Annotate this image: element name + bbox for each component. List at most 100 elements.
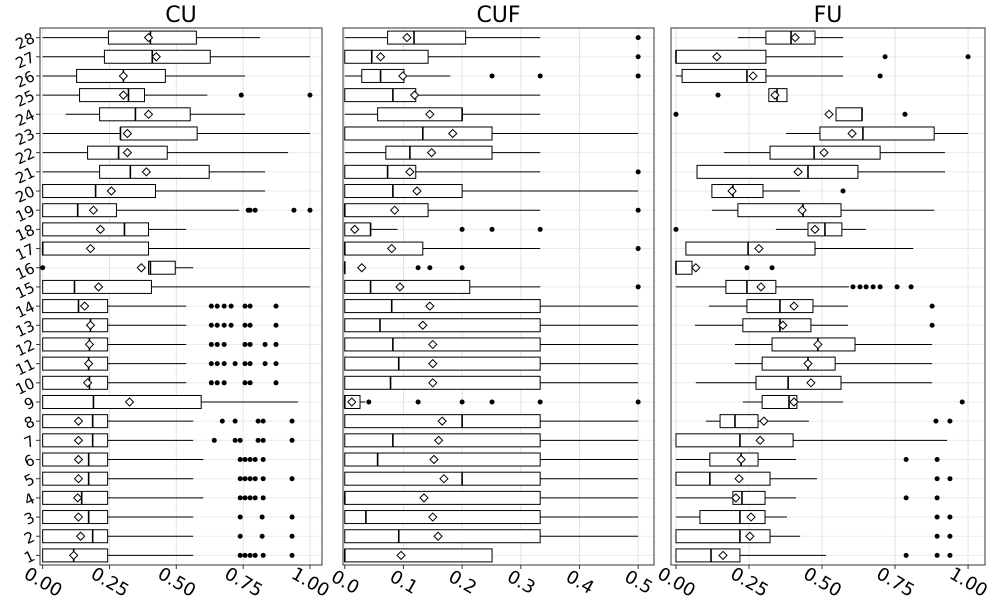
outlier (252, 476, 258, 482)
box (344, 337, 541, 352)
outlier (769, 265, 775, 271)
outlier (947, 533, 953, 539)
mean-marker (428, 358, 438, 369)
mean-marker (759, 416, 769, 426)
box (344, 203, 429, 218)
mean-marker (389, 205, 400, 215)
mean-marker (73, 435, 84, 446)
mean-marker (122, 128, 133, 139)
mean-marker (426, 147, 437, 158)
mean-marker (789, 301, 799, 311)
mean-marker (68, 550, 79, 561)
outlier (247, 495, 253, 501)
outlier (242, 552, 248, 558)
outlier (262, 361, 268, 367)
outlier (221, 341, 227, 347)
mean-marker (448, 128, 458, 139)
mean-marker (778, 320, 788, 330)
mean-marker (118, 90, 129, 100)
outlier (219, 418, 225, 424)
outlier (208, 380, 214, 386)
y-tick-label: 15 (13, 278, 38, 302)
outlier (40, 265, 46, 271)
mean-marker (797, 205, 807, 215)
y-tick-label: 21 (13, 163, 38, 187)
outlier (242, 476, 248, 482)
y-tick-label: 11 (13, 355, 38, 379)
mean-marker (347, 397, 357, 407)
outlier (459, 226, 465, 232)
outlier (459, 399, 465, 405)
box (42, 529, 109, 544)
outlier (635, 284, 641, 290)
mean-marker (425, 301, 435, 311)
outlier (635, 54, 641, 60)
outlier (242, 495, 248, 501)
mean-marker (425, 109, 435, 120)
outlier (934, 552, 940, 558)
x-tick-label: 0.00 (20, 563, 65, 601)
panel-title: FU (814, 3, 843, 28)
mean-marker (437, 416, 447, 426)
outlier (247, 303, 253, 309)
outlier (255, 418, 261, 424)
mean-marker (429, 454, 439, 465)
box (835, 107, 863, 122)
outlier (273, 380, 279, 386)
box (344, 375, 541, 390)
outlier (260, 457, 266, 463)
x-tick-label: 0.75 (873, 563, 918, 601)
mean-marker (88, 205, 99, 215)
outlier (260, 418, 266, 424)
outlier (489, 73, 495, 79)
mean-marker (824, 109, 834, 120)
mean-marker (409, 90, 420, 100)
outlier (934, 457, 940, 463)
mean-marker (93, 282, 104, 292)
box (681, 68, 767, 83)
mean-marker (357, 263, 367, 273)
outlier (673, 226, 679, 232)
outlier (232, 418, 238, 424)
mean-marker (412, 186, 422, 196)
outlier (857, 284, 863, 290)
box (344, 510, 541, 525)
outlier (635, 35, 641, 41)
x-tick-label: 0.25 (87, 563, 132, 601)
outlier (208, 303, 214, 309)
box (344, 49, 429, 64)
mean-marker (85, 320, 96, 330)
mean-marker (124, 397, 135, 407)
outlier (289, 418, 295, 424)
y-tick-label: 10 (13, 374, 38, 398)
outlier (247, 380, 253, 386)
mean-marker (141, 167, 152, 177)
mean-marker (428, 378, 438, 388)
x-tick-label: 1.00 (288, 563, 333, 601)
outlier (242, 380, 248, 386)
box (42, 241, 150, 256)
outlier (744, 265, 750, 271)
outlier (260, 437, 266, 443)
outlier (635, 399, 641, 405)
x-tick-label: 0.3 (503, 566, 538, 599)
box (79, 88, 146, 103)
outlier (208, 341, 214, 347)
y-tick-label: 16 (13, 259, 38, 283)
y-tick-label: 7 (21, 432, 37, 452)
mean-marker (143, 32, 154, 43)
box (344, 88, 417, 103)
outlier (459, 265, 465, 271)
outlier (947, 476, 953, 482)
outlier (947, 418, 953, 424)
x-tick-label: 0.4 (562, 566, 597, 599)
mean-marker (754, 243, 764, 254)
y-tick-label: 1 (21, 547, 37, 567)
outlier (221, 380, 227, 386)
box (42, 299, 109, 314)
box (99, 164, 210, 179)
outlier (237, 552, 243, 558)
y-tick-label: 22 (13, 144, 38, 168)
outlier (232, 361, 238, 367)
outlier (252, 552, 258, 558)
